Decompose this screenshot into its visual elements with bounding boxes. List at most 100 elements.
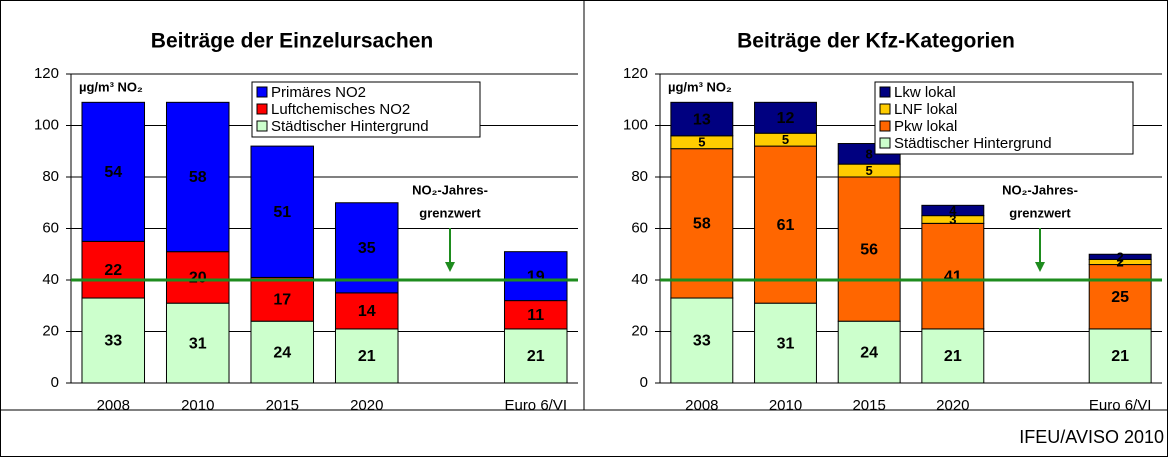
bar-segment — [1088, 253, 1152, 260]
value-label: 21 — [944, 348, 962, 365]
legend — [251, 81, 481, 138]
value-label: 8 — [866, 146, 873, 161]
value-label: 22 — [104, 262, 122, 279]
bar-segment — [81, 101, 146, 242]
y-tick-label: 80 — [631, 168, 648, 185]
value-label: 31 — [189, 335, 207, 352]
value-label: 13 — [693, 111, 711, 128]
bar-segment — [754, 302, 817, 384]
bar-segment — [165, 101, 230, 253]
value-label: 17 — [273, 292, 291, 309]
legend-label: Städtischer Hintergrund — [271, 118, 429, 135]
bar-segment — [334, 202, 399, 294]
bar-segment — [81, 297, 146, 384]
chart-title: Beiträge der Kfz-Kategorien — [737, 30, 1015, 53]
bar-segment — [670, 148, 734, 299]
y-tick-label: 120 — [623, 65, 648, 82]
legend-label: Städtischer Hintergrund — [894, 135, 1052, 152]
value-label: 5 — [866, 163, 873, 178]
value-label: 2 — [1117, 254, 1124, 269]
arrow-head — [1035, 262, 1045, 272]
bar-segment — [670, 101, 734, 137]
y-tick-label: 100 — [623, 116, 648, 133]
value-label: 5 — [698, 135, 705, 150]
x-tick-label: 2015 — [266, 397, 299, 414]
bar-segment — [503, 251, 568, 302]
value-label: 61 — [777, 217, 795, 234]
value-label: 58 — [189, 169, 207, 186]
arrow-head — [445, 262, 455, 272]
legend-label: Primäres NO2 — [271, 84, 366, 101]
value-label: 12 — [777, 110, 795, 127]
bar-segment — [250, 276, 315, 322]
value-label: 2 — [1117, 249, 1124, 264]
value-label: 51 — [273, 204, 291, 221]
value-label: 5 — [782, 132, 789, 147]
y-tick-label: 20 — [631, 322, 648, 339]
value-label: 31 — [777, 335, 795, 352]
legend — [874, 81, 1134, 155]
legend-swatch — [879, 120, 891, 132]
y-tick-label: 80 — [42, 168, 59, 185]
y-tick-label: 60 — [42, 219, 59, 236]
bar-segment — [334, 292, 399, 330]
value-label: 21 — [358, 348, 376, 365]
legend-swatch — [879, 137, 891, 149]
x-tick-label: Euro 6/VI — [504, 397, 567, 414]
legend-swatch — [256, 86, 268, 98]
value-label: 56 — [860, 241, 878, 258]
value-label: 33 — [104, 333, 122, 350]
y-tick-label: 60 — [631, 219, 648, 236]
annotation: grenzwert — [1009, 205, 1071, 220]
y-axis-label: µg/m³ NO₂ — [79, 79, 143, 94]
legend-swatch — [256, 103, 268, 115]
x-tick-label: 2015 — [852, 397, 885, 414]
y-tick-label: 120 — [34, 65, 59, 82]
value-label: 19 — [527, 268, 545, 285]
y-tick-label: 40 — [42, 271, 59, 288]
value-label: 20 — [189, 270, 207, 287]
y-tick-label: 0 — [51, 374, 59, 391]
x-tick-label: 2008 — [97, 397, 130, 414]
bar-segment — [503, 328, 568, 384]
x-tick-label: 2020 — [936, 397, 969, 414]
legend-label: LNF lokal — [894, 101, 957, 118]
legend-swatch — [879, 86, 891, 98]
x-tick-label: 2020 — [350, 397, 383, 414]
value-label: 3 — [949, 212, 956, 227]
bar-segment — [81, 240, 146, 299]
value-label: 41 — [944, 268, 962, 285]
x-tick-label: 2010 — [181, 397, 214, 414]
y-tick-label: 0 — [640, 374, 648, 391]
value-label: 54 — [104, 164, 122, 181]
value-label: 21 — [527, 348, 545, 365]
y-tick-label: 40 — [631, 271, 648, 288]
bar-segment — [165, 302, 230, 384]
annotation: NO₂-Jahres- — [1002, 182, 1078, 197]
bar-segment — [250, 320, 315, 384]
legend-swatch — [879, 103, 891, 115]
annotation: grenzwert — [419, 205, 481, 220]
x-tick-label: Euro 6/VI — [1089, 397, 1152, 414]
y-tick-label: 100 — [34, 116, 59, 133]
bar-segment — [921, 328, 985, 384]
y-tick-label: 20 — [42, 322, 59, 339]
value-label: 35 — [358, 240, 376, 257]
legend-label: Lkw lokal — [894, 84, 956, 101]
value-label: 33 — [693, 333, 711, 350]
legend-label: Pkw lokal — [894, 118, 957, 135]
value-label: 25 — [1111, 289, 1129, 306]
bar-segment — [1088, 264, 1152, 330]
bar-segment — [1088, 328, 1152, 384]
value-label: 21 — [1111, 348, 1129, 365]
chart-title: Beiträge der Einzelursachen — [151, 30, 433, 53]
bar-segment — [250, 145, 315, 278]
value-label: 24 — [273, 344, 291, 361]
value-label: 58 — [693, 216, 711, 233]
bar-segment — [503, 300, 568, 330]
x-tick-label: 2008 — [685, 397, 718, 414]
y-axis-label: µg/m³ NO₂ — [668, 79, 732, 94]
bar-segment — [921, 204, 985, 217]
annotation: NO₂-Jahres- — [412, 182, 488, 197]
